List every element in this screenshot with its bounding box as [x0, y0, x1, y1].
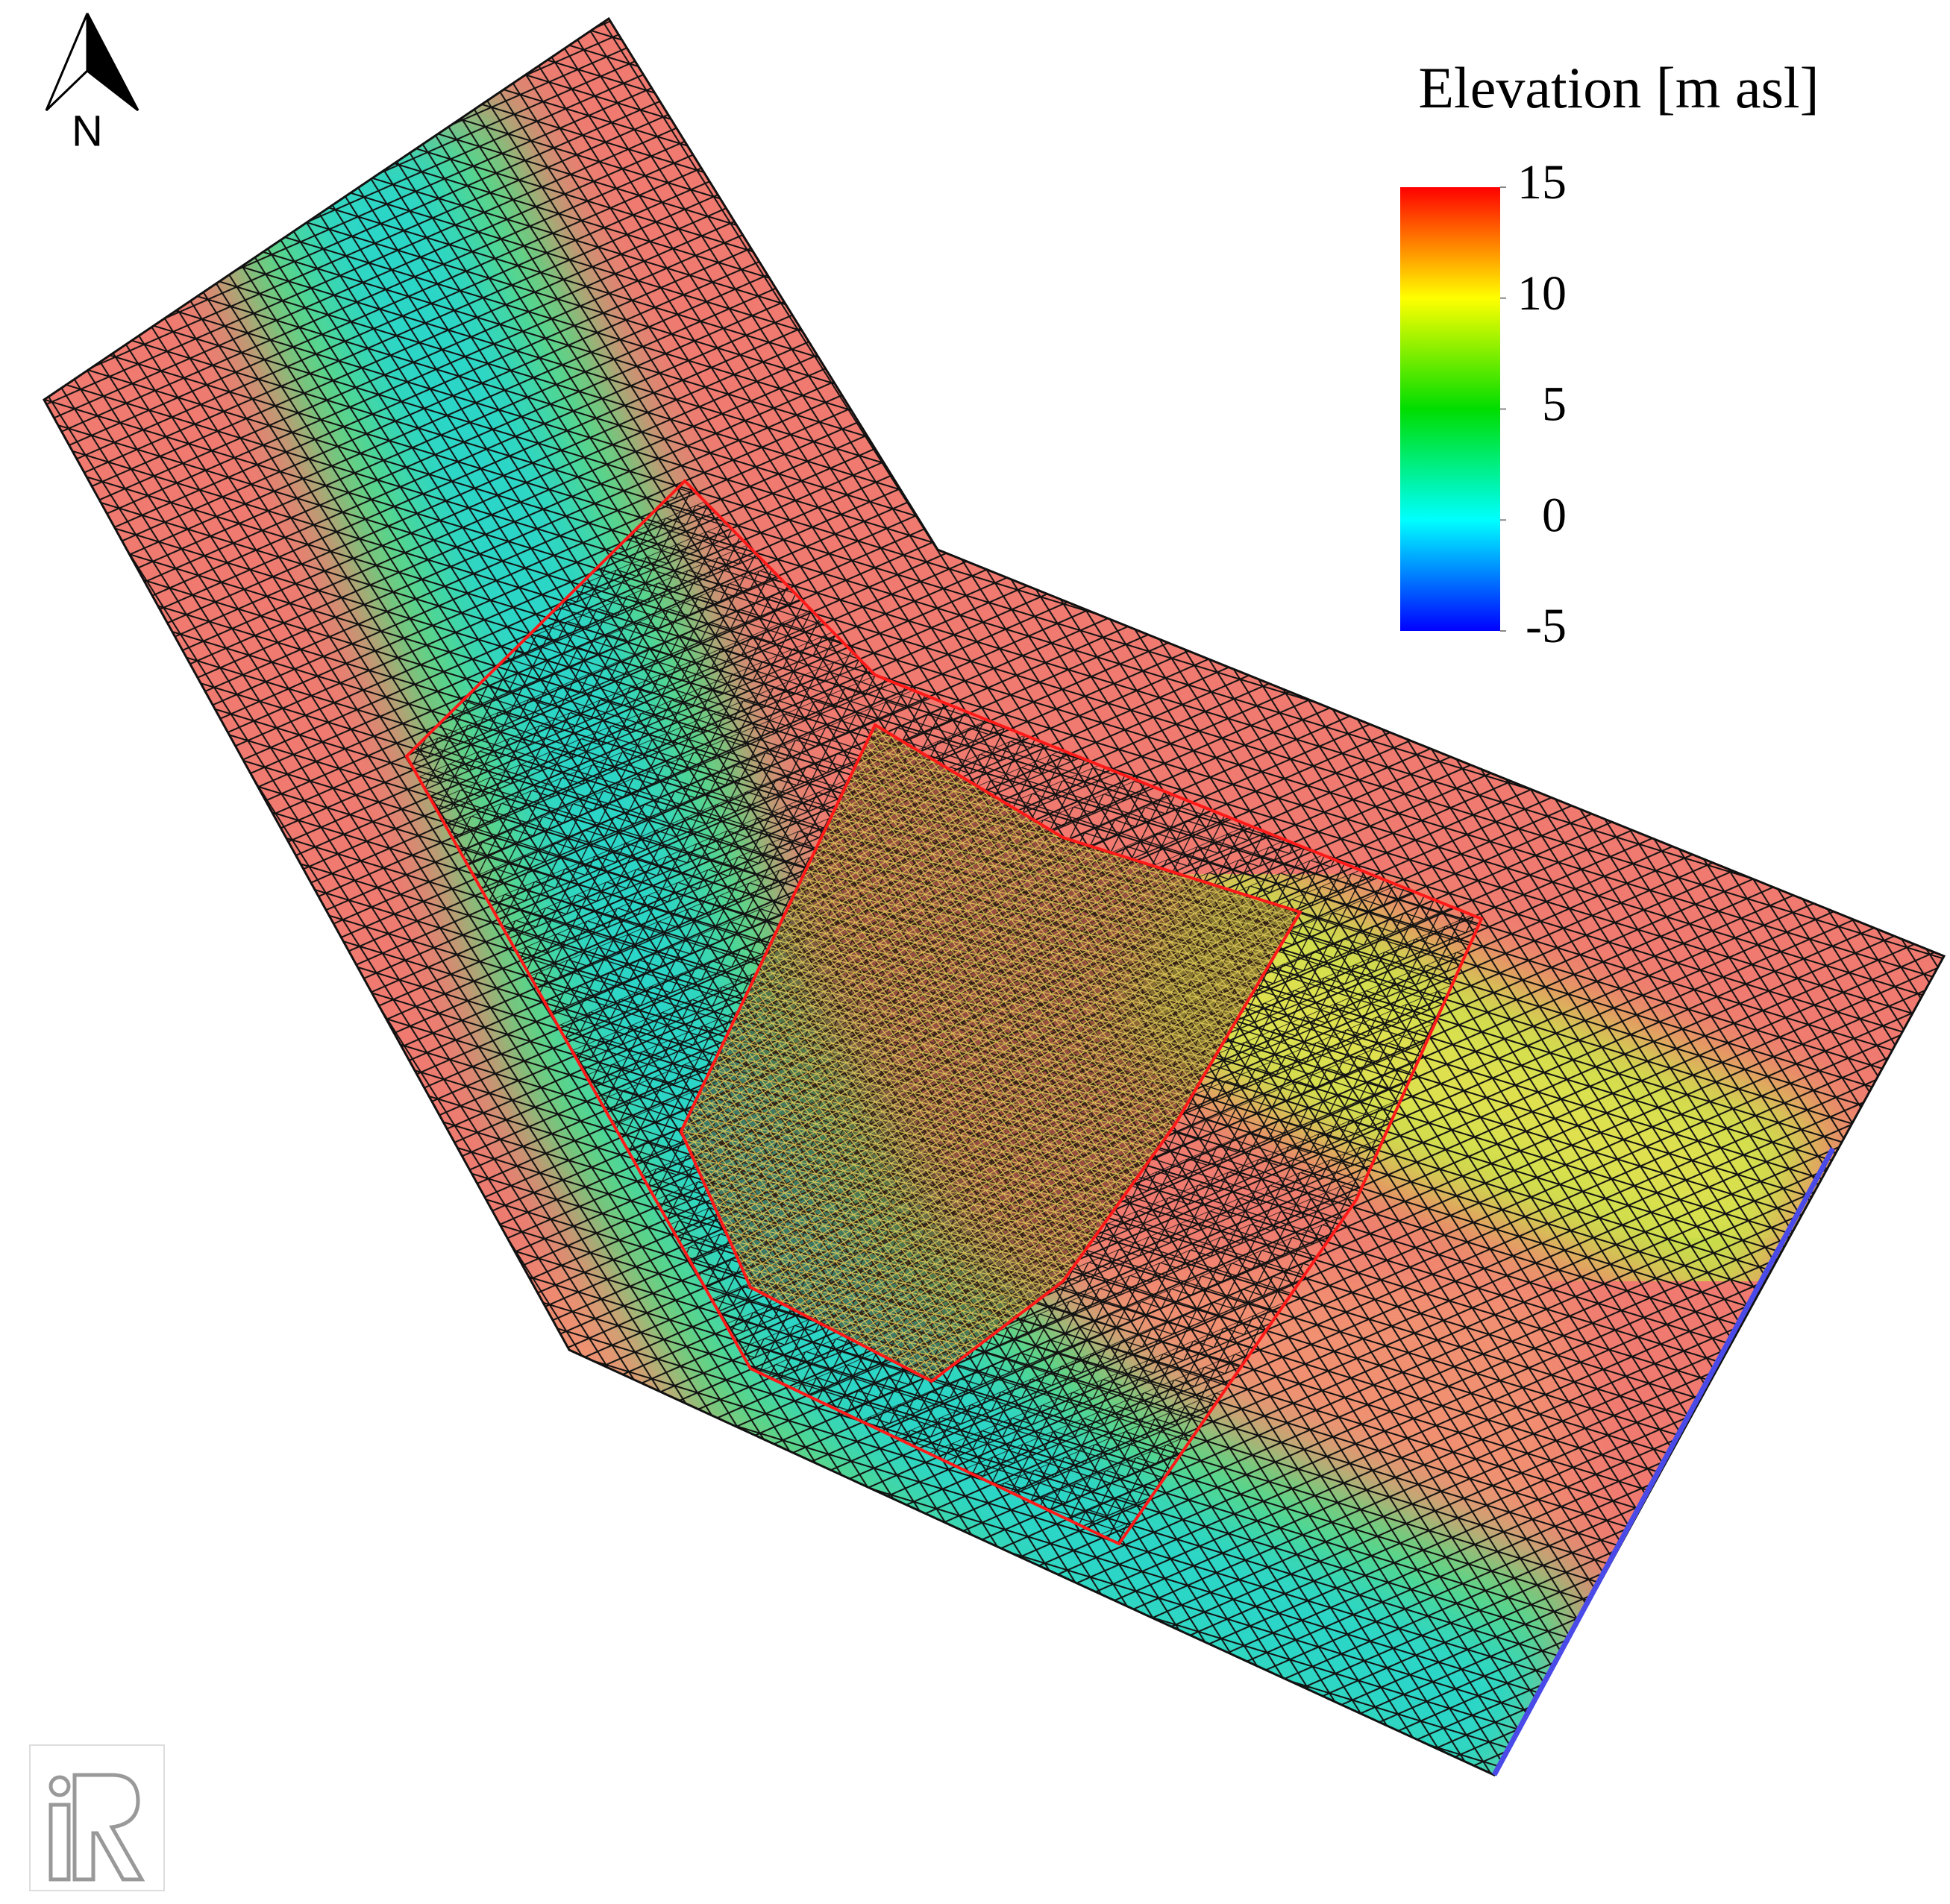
colorbar: [1400, 187, 1500, 631]
colorbar-ticks: 15 10 5 0 -5: [1500, 155, 1567, 653]
refinement-core: [679, 723, 1303, 1383]
north-arrow-left: [45, 13, 89, 112]
dense-mesh: [681, 725, 1300, 1381]
colorbar-tick-label: 5: [1542, 377, 1567, 432]
refinement-region: [404, 479, 1484, 1546]
colorbar-tick-label: 0: [1542, 488, 1567, 542]
north-label: N: [72, 107, 103, 155]
domain-outline: [43, 16, 1946, 1776]
north-arrow-right: [86, 13, 139, 112]
colorbar-tick-label: -5: [1526, 599, 1567, 653]
boundary-condition: [1491, 1147, 1836, 1776]
logo: [29, 1744, 165, 1891]
colorbar-tick-label: 10: [1517, 266, 1567, 321]
legend-title: Elevation [m asl]: [1418, 55, 1819, 120]
colorbar-tick-label: 15: [1517, 155, 1567, 210]
